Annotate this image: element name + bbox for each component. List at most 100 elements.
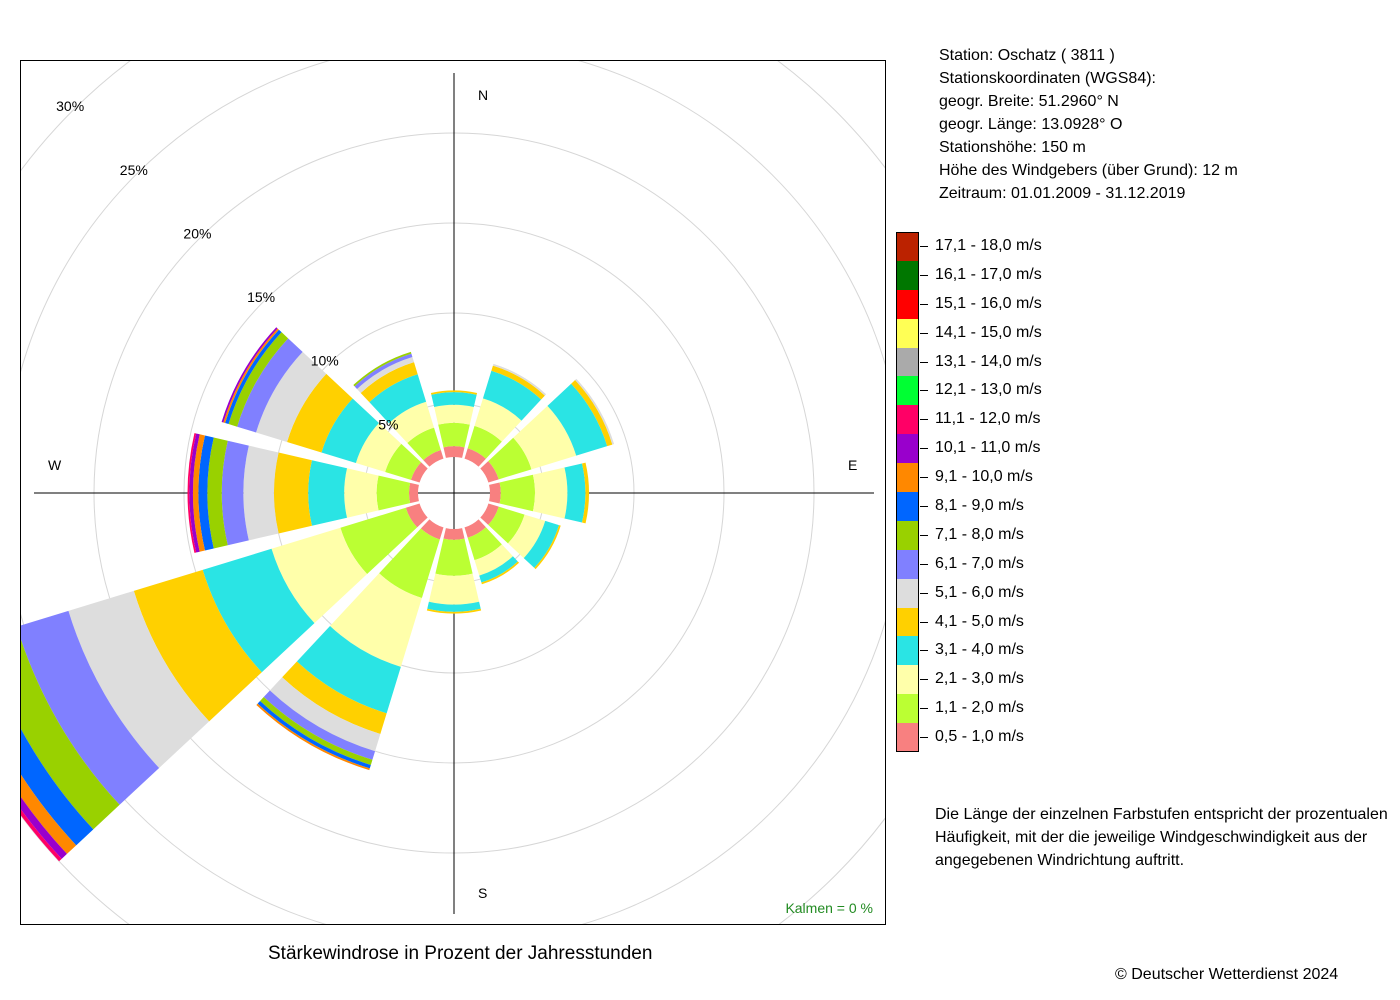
legend-item: 7,1 - 8,0 m/s bbox=[896, 520, 1076, 550]
station-name: Station: Oschatz ( 3811 ) bbox=[939, 47, 1115, 64]
legend-swatch bbox=[896, 405, 919, 435]
wind-sector-segment bbox=[353, 351, 412, 387]
legend-swatch bbox=[896, 463, 919, 493]
wind-sector-segment bbox=[21, 774, 77, 854]
legend-item: 15,1 - 16,0 m/s bbox=[896, 289, 1076, 319]
legend-item: 1,1 - 2,0 m/s bbox=[896, 694, 1076, 724]
legend-label: 0,5 - 1,0 m/s bbox=[935, 728, 1024, 746]
legend-item: 9,1 - 10,0 m/s bbox=[896, 463, 1076, 493]
wind-sector-segment bbox=[282, 661, 387, 734]
wind-sector-segment bbox=[507, 514, 546, 559]
legend-item: 13,1 - 14,0 m/s bbox=[896, 347, 1076, 377]
legend-swatch bbox=[896, 665, 919, 695]
legend-tick bbox=[920, 246, 928, 247]
legend-item: 8,1 - 9,0 m/s bbox=[896, 492, 1076, 521]
wind-sector-segment bbox=[431, 392, 477, 408]
wind-sector-segment bbox=[443, 528, 465, 540]
wind-sector-segment bbox=[423, 449, 444, 467]
wind-sector-segment bbox=[426, 608, 482, 614]
legend-tick bbox=[920, 563, 928, 565]
wind-sector-segment bbox=[133, 569, 262, 722]
wind-sector-segment bbox=[488, 506, 525, 544]
wind-sector-segment bbox=[434, 404, 474, 425]
wind-sector-segment bbox=[243, 445, 279, 541]
legend-label: 4,1 - 5,0 m/s bbox=[935, 612, 1024, 630]
wind-sector-segment bbox=[430, 390, 478, 395]
wind-sector-segment bbox=[428, 573, 480, 605]
wind-sector-segment bbox=[68, 590, 210, 768]
wind-sector-segment bbox=[21, 610, 160, 805]
wind-rose-svg: 5% 10% 15% 20% 25% 30% N E S W bbox=[21, 61, 885, 924]
wind-sector-segment bbox=[489, 482, 501, 504]
wind-sector-segment bbox=[388, 401, 435, 443]
wind-sector-segment bbox=[427, 601, 481, 612]
legend-tick bbox=[920, 477, 928, 479]
wind-sector-segment bbox=[376, 475, 411, 511]
legend-tick bbox=[920, 274, 928, 276]
wind-sector-segment bbox=[409, 482, 419, 504]
wind-sector-segment bbox=[488, 437, 532, 480]
wind-sector-segment bbox=[271, 527, 368, 624]
legend-swatch bbox=[896, 578, 919, 608]
legend-item: 3,1 - 4,0 m/s bbox=[896, 636, 1076, 666]
wind-sector-segment bbox=[321, 398, 379, 464]
wind-rose-plot: 5% 10% 15% 20% 25% 30% N E S W Kalmen = 0 % bbox=[20, 60, 886, 925]
legend-tick bbox=[920, 592, 928, 594]
legend-swatch bbox=[896, 347, 919, 377]
wind-sector-segment bbox=[308, 460, 348, 526]
station-coords-heading: Stationskoordinaten (WGS84): bbox=[939, 70, 1156, 87]
wind-sector-segment bbox=[480, 461, 499, 483]
wind-sector-segment bbox=[360, 362, 418, 403]
chart-title: Stärkewindrose in Prozent der Jahresstun… bbox=[268, 943, 653, 964]
legend-label: 5,1 - 6,0 m/s bbox=[935, 583, 1024, 601]
legend-label: 1,1 - 2,0 m/s bbox=[935, 699, 1024, 717]
wind-sector-segment bbox=[228, 332, 289, 427]
legend-swatch bbox=[896, 289, 919, 319]
legend-swatch bbox=[896, 318, 919, 348]
wind-sector-segment bbox=[467, 527, 502, 561]
station-latitude: geogr. Breite: 51.2960° N bbox=[939, 93, 1119, 110]
wind-sector-segment bbox=[198, 435, 214, 551]
wind-sector-segment bbox=[340, 507, 418, 575]
legend-item: 0,5 - 1,0 m/s bbox=[896, 723, 1076, 753]
legend-tick bbox=[920, 361, 928, 363]
wind-sector-segment bbox=[189, 433, 200, 553]
direction-label-n: N bbox=[478, 87, 488, 103]
legend-item: 11,1 - 12,0 m/s bbox=[896, 405, 1076, 435]
legend-item: 5,1 - 6,0 m/s bbox=[896, 578, 1076, 608]
wind-sector-segment bbox=[420, 519, 444, 540]
legend-tick bbox=[920, 303, 928, 305]
legend-item: 4,1 - 5,0 m/s bbox=[896, 607, 1076, 637]
wind-sector-segment bbox=[357, 357, 415, 393]
wind-sector-segment bbox=[260, 697, 373, 765]
ring-label: 5% bbox=[378, 416, 398, 432]
anemometer-height: Höhe des Windgebers (über Grund): 12 m bbox=[939, 162, 1238, 179]
wind-sector-segment bbox=[21, 809, 62, 862]
legend-label: 9,1 - 10,0 m/s bbox=[935, 468, 1033, 486]
time-period: Zeitraum: 01.01.2009 - 31.12.2019 bbox=[939, 185, 1186, 202]
ring-label: 30% bbox=[56, 98, 84, 114]
wind-sector-segment bbox=[547, 383, 608, 456]
legend-tick bbox=[920, 332, 928, 334]
legend-label: 12,1 - 13,0 m/s bbox=[935, 381, 1042, 399]
legend-item: 14,1 - 15,0 m/s bbox=[896, 318, 1076, 348]
legend-tick bbox=[920, 679, 928, 681]
wind-sector-segment bbox=[379, 528, 440, 599]
station-info: Station: Oschatz ( 3811 ) Stationskoordi… bbox=[939, 44, 1238, 205]
legend-label: 3,1 - 4,0 m/s bbox=[935, 641, 1024, 659]
direction-label-e: E bbox=[848, 457, 857, 473]
wind-sector-segment bbox=[274, 452, 312, 534]
wind-sector-segment bbox=[207, 437, 228, 549]
wind-sector-segment bbox=[492, 363, 547, 396]
wind-sector-segment bbox=[257, 700, 371, 769]
axes bbox=[34, 73, 874, 914]
wind-sector-segment bbox=[256, 351, 327, 442]
wind-sector-segment bbox=[491, 365, 545, 400]
ring-label: 10% bbox=[311, 353, 339, 369]
station-elevation: Stationshöhe: 150 m bbox=[939, 139, 1086, 156]
legend-tick bbox=[920, 708, 928, 710]
wind-sector-segment bbox=[467, 425, 502, 459]
calm-indicator: Kalmen = 0 % bbox=[785, 900, 873, 916]
wind-sector-segment bbox=[443, 446, 465, 458]
legend-swatch bbox=[896, 520, 919, 550]
